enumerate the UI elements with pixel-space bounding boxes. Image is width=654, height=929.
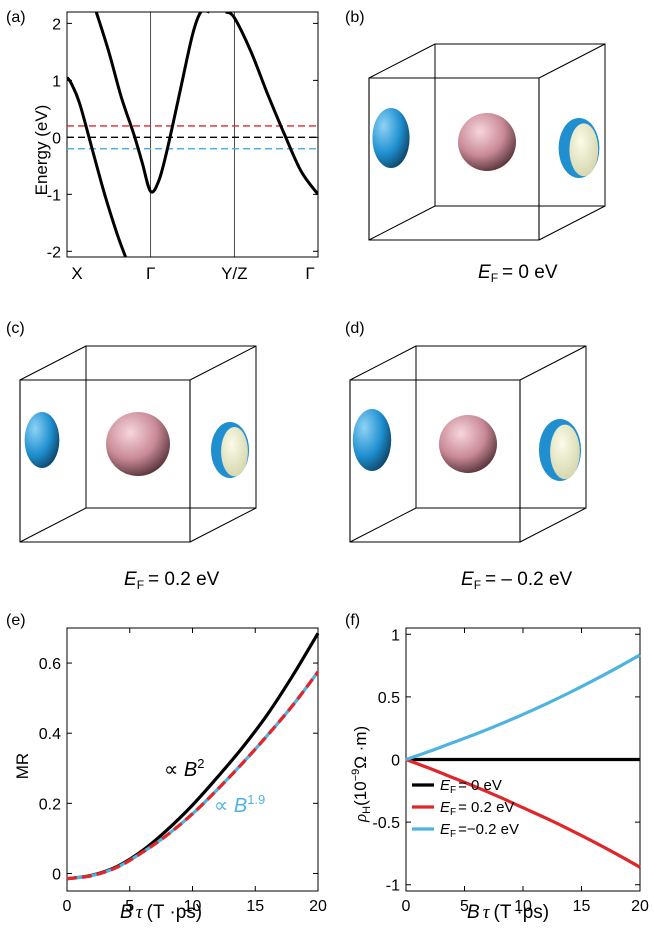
panel-f-xtick-label: 20 — [631, 898, 649, 915]
caption-c: EF = 0.2 eV — [124, 569, 220, 592]
panel-a-plot: X Γ Y/Z Γ 2 1 0 -1 -2 — [47, 11, 319, 283]
box-front-face — [19, 379, 191, 543]
panel-e-ytick-label: 0.6 — [39, 656, 61, 673]
annotation-b2: ∝ B2 — [164, 756, 204, 781]
panel-label-d: (d) — [345, 320, 365, 337]
panel-a-ytick-label: 0 — [52, 130, 61, 147]
annotation-b19: ∝ B1.9 — [214, 792, 265, 817]
fermi-pocket-left — [24, 412, 60, 468]
panel-label-a: (a) — [6, 9, 26, 26]
panel-a-frame — [66, 11, 319, 258]
panel-f-ytick-label: -0.5 — [372, 815, 400, 832]
panel-a-ytick-label: 2 — [52, 16, 61, 33]
panel-f-ylabel: ρH(10−9Ω ·m) — [350, 726, 373, 823]
caption-d: EF = – 0.2 eV — [461, 569, 573, 592]
panel-a-xtick-label: X — [71, 264, 82, 283]
panel-label-b: (b) — [345, 9, 365, 26]
panel-e-series-line — [66, 670, 320, 881]
panel-e-ytick-label: 0.2 — [39, 796, 61, 813]
fermi-surface-b — [368, 43, 606, 241]
panel-f-series-line — [405, 653, 641, 762]
panel-e-xtick-label: 5 — [125, 898, 134, 915]
panel-e-xtick-label: 10 — [184, 898, 202, 915]
fermi-surface-d — [349, 345, 587, 543]
fermi-sphere-center — [106, 412, 170, 476]
box-front-face — [349, 379, 521, 543]
panel-f-legend: EF = 0 eV EF = 0.2 eV EF =−0.2 eV — [412, 777, 519, 840]
panel-f-ytick-label: 0 — [391, 753, 400, 770]
box-edge — [189, 507, 257, 543]
panel-label-f: (f) — [345, 612, 360, 629]
panel-f-ytick-label: 0.5 — [378, 690, 400, 707]
panel-e-xtick-label: 15 — [246, 898, 264, 915]
box-edge — [189, 345, 257, 381]
box-edge — [19, 507, 87, 543]
panel-f-series-line — [405, 758, 641, 869]
panel-f: (f) ρH(10−9Ω ·m) 0 5 10 15 20 1 0.5 0 -0.5 -1 EF =… — [345, 612, 649, 923]
panel-f-xtick-label: 10 — [514, 898, 532, 915]
panel-d: (d) EF = – 0.2 eV — [345, 320, 587, 592]
panel-f-ytick-label: 1 — [391, 627, 400, 644]
box-edge — [519, 507, 587, 543]
panel-f-xtick-label: 15 — [573, 898, 591, 915]
panel-f-xtick-label: 5 — [460, 898, 469, 915]
panel-label-c: (c) — [6, 320, 25, 337]
panel-e-ytick-label: 0.4 — [39, 726, 61, 743]
panel-f-ytick-label: -1 — [386, 878, 400, 895]
box-edge — [519, 345, 587, 381]
panel-a-ytick-label: -1 — [47, 187, 61, 204]
box-edge — [538, 205, 606, 241]
box-edge — [538, 43, 606, 79]
panel-a-xtick-label: Γ — [305, 264, 314, 283]
panel-a-xtick-label: Y/Z — [221, 264, 247, 283]
panel-a-ytick-label: 1 — [52, 73, 61, 90]
box-edge — [349, 345, 417, 381]
fermi-pocket-right-inner — [550, 424, 580, 480]
panel-a-band — [94, 12, 210, 194]
panel-f-plot: 0 5 10 15 20 1 0.5 0 -0.5 -1 — [372, 627, 649, 915]
caption-b: EF = 0 eV — [478, 262, 558, 285]
panel-e-ylabel: MR — [13, 753, 32, 779]
fermi-pocket-left — [352, 409, 392, 471]
panel-a-band — [225, 12, 318, 196]
fermi-sphere-center — [458, 113, 516, 171]
panel-c: (c) EF = 0.2 eV — [6, 320, 257, 592]
fermi-pocket-right-inner — [569, 123, 599, 177]
panel-e-xtick-label: 20 — [309, 898, 327, 915]
panel-a-xtick-label: Γ — [146, 264, 155, 283]
box-edge — [368, 205, 436, 241]
panel-a-ytick-label: -2 — [47, 244, 61, 261]
panel-a-band — [67, 76, 127, 257]
box-edge — [19, 345, 87, 381]
legend-label: EF =−0.2 eV — [440, 821, 519, 840]
legend-label: EF = 0.2 eV — [440, 799, 514, 818]
panel-b: (b) EF = 0 eV — [345, 9, 606, 285]
legend-label: EF = 0 eV — [440, 777, 502, 796]
fermi-surface-c — [19, 345, 257, 543]
panel-e-series-line — [66, 632, 320, 881]
panel-a-ylabel: Energy (eV) — [32, 105, 51, 196]
box-edge — [368, 43, 436, 79]
panel-e-ytick-label: 0 — [52, 866, 61, 883]
panel-e-plot: 0 5 10 15 20 0 0.2 0.4 0.6 — [39, 627, 327, 915]
panel-f-xtick-label: 0 — [402, 898, 411, 915]
box-edge — [349, 507, 417, 543]
panel-label-e: (e) — [6, 612, 26, 629]
fermi-sphere-center — [439, 415, 497, 473]
box-front-face — [368, 77, 540, 241]
fermi-pocket-left — [372, 108, 410, 168]
panel-e-xtick-label: 0 — [63, 898, 72, 915]
fermi-pocket-right-inner — [221, 427, 248, 477]
panel-a: (a) Energy (eV) X Γ Y/Z Γ 2 1 0 -1 -2 — [6, 9, 319, 283]
